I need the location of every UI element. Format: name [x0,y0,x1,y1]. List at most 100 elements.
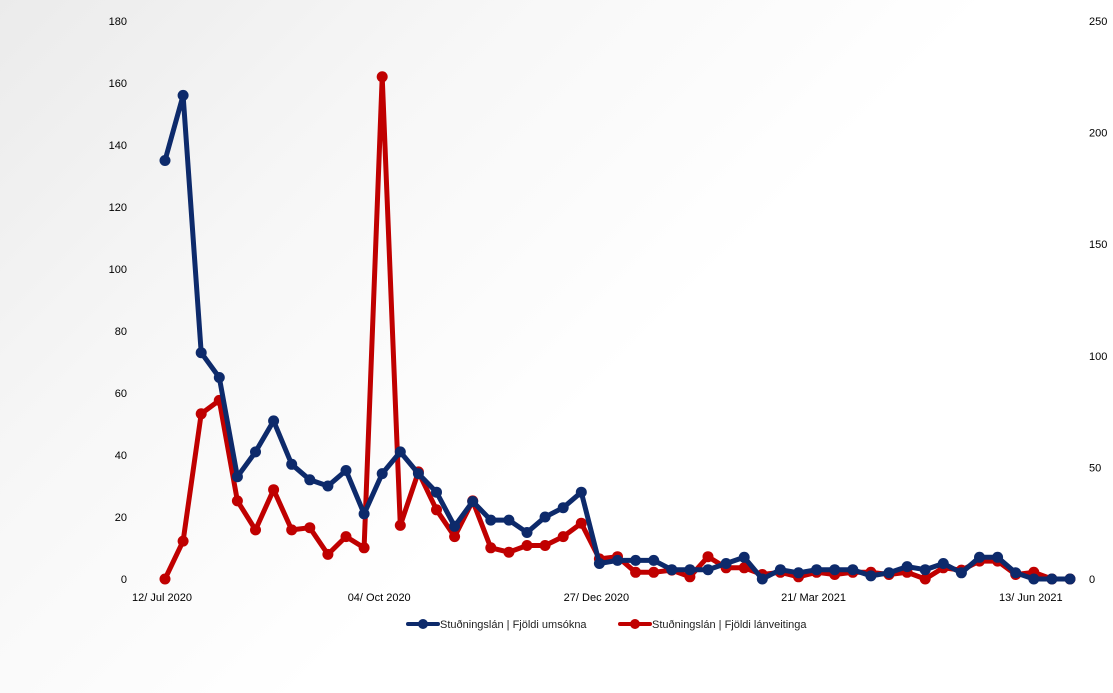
legend-marker-swatch [630,619,640,629]
data-point [322,548,334,560]
left-axis-tick-label: 80 [115,326,127,338]
x-axis-tick-label: 27/ Dec 2020 [564,592,629,604]
data-point [1010,567,1022,579]
data-point [720,558,732,569]
right-axis-tick-label: 50 [1089,462,1101,474]
data-point [213,372,225,383]
data-point [937,558,949,569]
data-point [177,535,189,547]
data-point [865,570,877,582]
left-axis-tick-label: 140 [109,140,127,152]
data-point [702,564,714,576]
data-point [304,522,316,534]
data-point [593,558,605,569]
data-point [1028,573,1040,585]
data-point [231,471,243,483]
right-axis-tick-label: 200 [1089,128,1107,140]
data-point [793,567,804,579]
legend-item: Stuðningslán | Fjöldi umsókna [406,619,587,631]
data-point [919,564,931,576]
data-point [521,540,533,551]
data-point [394,519,406,531]
data-point [159,573,171,585]
left-axis-ticks: 0 20 40 60 80 100 120 140 160 180 [109,16,127,586]
left-axis-tick-label: 60 [115,388,127,400]
right-axis-ticks: 0 50 100 150 200 250 [1089,16,1107,586]
left-axis-tick-label: 120 [109,202,127,214]
x-axis-ticks: 12/ Jul 2020 04/ Oct 2020 27/ Dec 2020 21/ … [132,592,1063,604]
data-point [485,542,497,554]
data-point [304,474,316,486]
data-point [485,514,497,526]
left-axis-tick-label: 100 [109,264,127,276]
data-point [738,551,750,563]
data-point [738,562,750,574]
data-point [883,567,895,579]
data-point [557,531,569,543]
data-point [811,564,823,576]
legend-item: Stuðningslán | Fjöldi lánveitinga [618,619,807,631]
data-point [539,511,551,523]
data-point [358,542,370,554]
data-point [467,496,479,507]
data-point [919,573,931,585]
data-point [340,531,352,543]
data-point [575,486,587,498]
data-point [955,567,967,579]
data-point [666,564,678,576]
data-point [630,566,642,578]
series-2 [159,71,1076,585]
data-point [250,446,261,458]
data-point [177,89,189,101]
data-point [340,465,352,476]
x-axis-tick-label: 21/ Mar 2021 [781,592,846,604]
data-point [250,524,261,536]
series-line [162,74,1073,582]
data-point [612,554,623,566]
left-axis-tick-label: 40 [115,450,127,462]
data-point [159,155,171,166]
data-point [195,408,207,420]
data-point [992,551,1004,563]
data-point [829,564,841,576]
data-point [1046,573,1058,585]
data-point [431,504,442,516]
data-point [268,484,280,496]
data-point [901,561,913,573]
data-point [702,551,714,563]
legend: Stuðningslán | Fjöldi umsókna Stuðningslá… [406,619,807,631]
data-point [575,517,587,529]
left-axis-tick-label: 20 [115,512,127,524]
series-line [162,92,1073,582]
data-point [648,554,660,566]
data-point [431,486,442,498]
data-point [412,468,424,480]
data-point [503,514,515,526]
data-point [503,546,515,558]
right-axis-tick-label: 250 [1089,16,1107,28]
left-axis-tick-label: 160 [109,78,127,90]
data-point [231,495,243,507]
data-point [394,446,406,458]
data-point [358,508,370,520]
data-point [684,564,696,576]
data-point [630,554,642,566]
data-point [774,564,786,576]
data-point [449,531,461,543]
right-axis-tick-label: 100 [1089,351,1107,363]
legend-marker-swatch [418,619,428,629]
data-point [376,468,388,480]
data-point [449,520,461,532]
legend-label: Stuðningslán | Fjöldi umsókna [440,619,587,631]
data-point [847,564,859,576]
data-point [286,524,298,536]
data-point [268,415,280,427]
series-layer [159,71,1076,585]
series-1 [159,89,1076,585]
data-point [648,566,660,578]
x-axis-tick-label: 04/ Oct 2020 [348,592,411,604]
data-point [539,540,551,551]
data-point [286,458,298,470]
data-point [521,527,533,538]
